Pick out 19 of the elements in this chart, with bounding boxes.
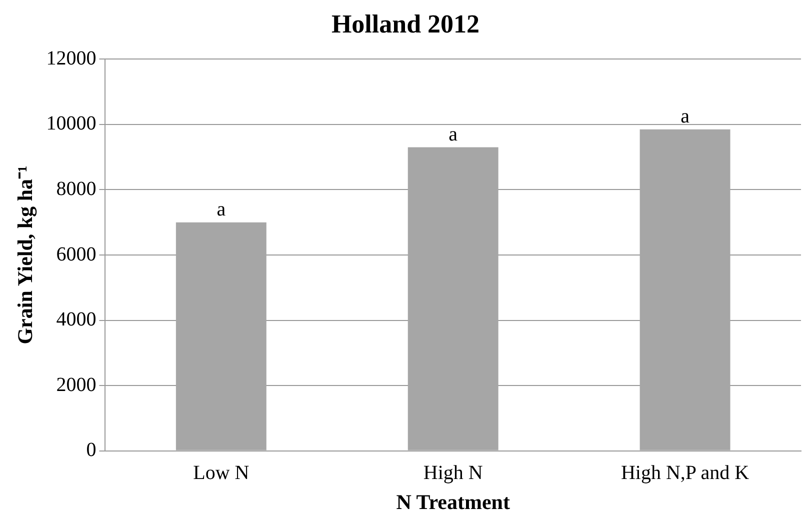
annotation: a	[680, 106, 690, 128]
chart-title: Holland 2012	[331, 9, 480, 38]
y-tick-label: 10000	[46, 112, 96, 135]
annotation: a	[448, 124, 458, 146]
y-axis-title: Grain Yield, kg ha⁻¹	[13, 166, 38, 344]
y-tick-label: 2000	[56, 374, 96, 396]
bar	[640, 129, 730, 450]
x-tick-label: High N,P and K	[620, 462, 750, 484]
y-tick-label: 4000	[56, 308, 96, 331]
bar	[176, 222, 266, 450]
x-axis-title: N Treatment	[396, 490, 510, 514]
annotation: a	[216, 198, 226, 221]
y-tick-label: 6000	[56, 243, 96, 266]
y-tick-label: 12000	[46, 47, 96, 70]
y-tick-label: 8000	[56, 178, 96, 200]
x-tick-label: High N	[423, 462, 483, 484]
x-tick-label: Low N	[193, 462, 250, 484]
y-tick-label: 0	[86, 439, 96, 462]
bar	[408, 147, 498, 450]
